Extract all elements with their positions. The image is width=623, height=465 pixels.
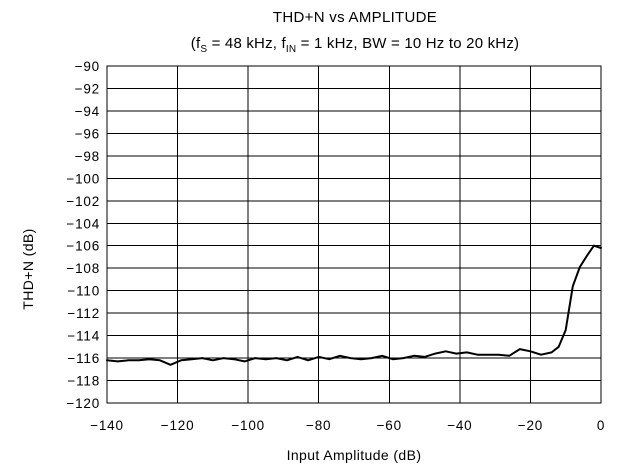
x-tick-label: −140 <box>90 418 124 433</box>
x-tick-label: −120 <box>161 418 195 433</box>
x-tick-label: −80 <box>306 418 331 433</box>
y-tick-label: −102 <box>66 194 100 209</box>
series-line-0 <box>106 244 602 366</box>
y-axis-label: THD+N (dB) <box>20 228 36 309</box>
y-tick-label: −90 <box>75 59 100 74</box>
y-tick-labels: −90 −92 −94 −96 −98 −100 −102 −104 −106 −108 −110 −… <box>66 59 100 411</box>
plot-frame <box>106 65 602 404</box>
chart-title: THD+N vs AMPLITUDE <box>273 9 437 26</box>
y-tick-label: −114 <box>67 329 100 344</box>
series-layer <box>106 244 602 366</box>
chart-subtitle: (fS = 48 kHz, fIN = 1 kHz, BW = 10 Hz to… <box>191 35 520 55</box>
y-tick-label: −100 <box>66 171 100 186</box>
y-tick-label: −104 <box>66 216 100 231</box>
y-tick-label: −96 <box>75 126 100 141</box>
y-tick-label: −112 <box>67 306 100 321</box>
y-tick-label: −110 <box>67 284 100 299</box>
grid-layer <box>106 65 602 404</box>
y-tick-label: −98 <box>75 149 100 164</box>
x-tick-label: −100 <box>231 418 265 433</box>
x-tick-label: −40 <box>447 418 472 433</box>
y-tick-label: −120 <box>66 396 100 411</box>
x-tick-label: −20 <box>518 418 543 433</box>
y-tick-label: −94 <box>75 104 100 119</box>
x-tick-labels: −140 −120 −100 −80 −60 −40 −20 0 <box>90 418 605 433</box>
y-tick-label: −118 <box>67 374 100 389</box>
y-tick-label: −116 <box>67 351 100 366</box>
x-tick-label: −60 <box>377 418 402 433</box>
y-tick-label: −108 <box>66 261 100 276</box>
y-tick-label: −92 <box>75 81 100 96</box>
x-axis-label: Input Amplitude (dB) <box>287 447 422 463</box>
y-tick-label: −106 <box>66 239 100 254</box>
x-tick-label: 0 <box>597 418 605 433</box>
